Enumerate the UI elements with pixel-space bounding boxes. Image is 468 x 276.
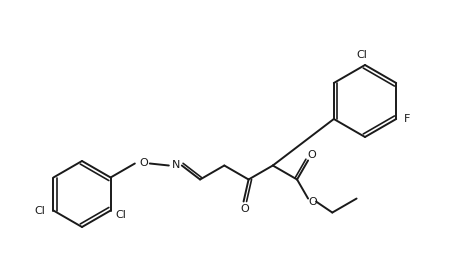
Text: F: F bbox=[404, 114, 410, 124]
Text: O: O bbox=[240, 203, 249, 214]
Text: Cl: Cl bbox=[34, 206, 45, 216]
Text: O: O bbox=[307, 150, 316, 160]
Text: N: N bbox=[172, 161, 180, 171]
Text: Cl: Cl bbox=[115, 209, 126, 219]
Text: O: O bbox=[139, 158, 148, 169]
Text: Cl: Cl bbox=[357, 50, 367, 60]
Text: O: O bbox=[309, 197, 317, 206]
